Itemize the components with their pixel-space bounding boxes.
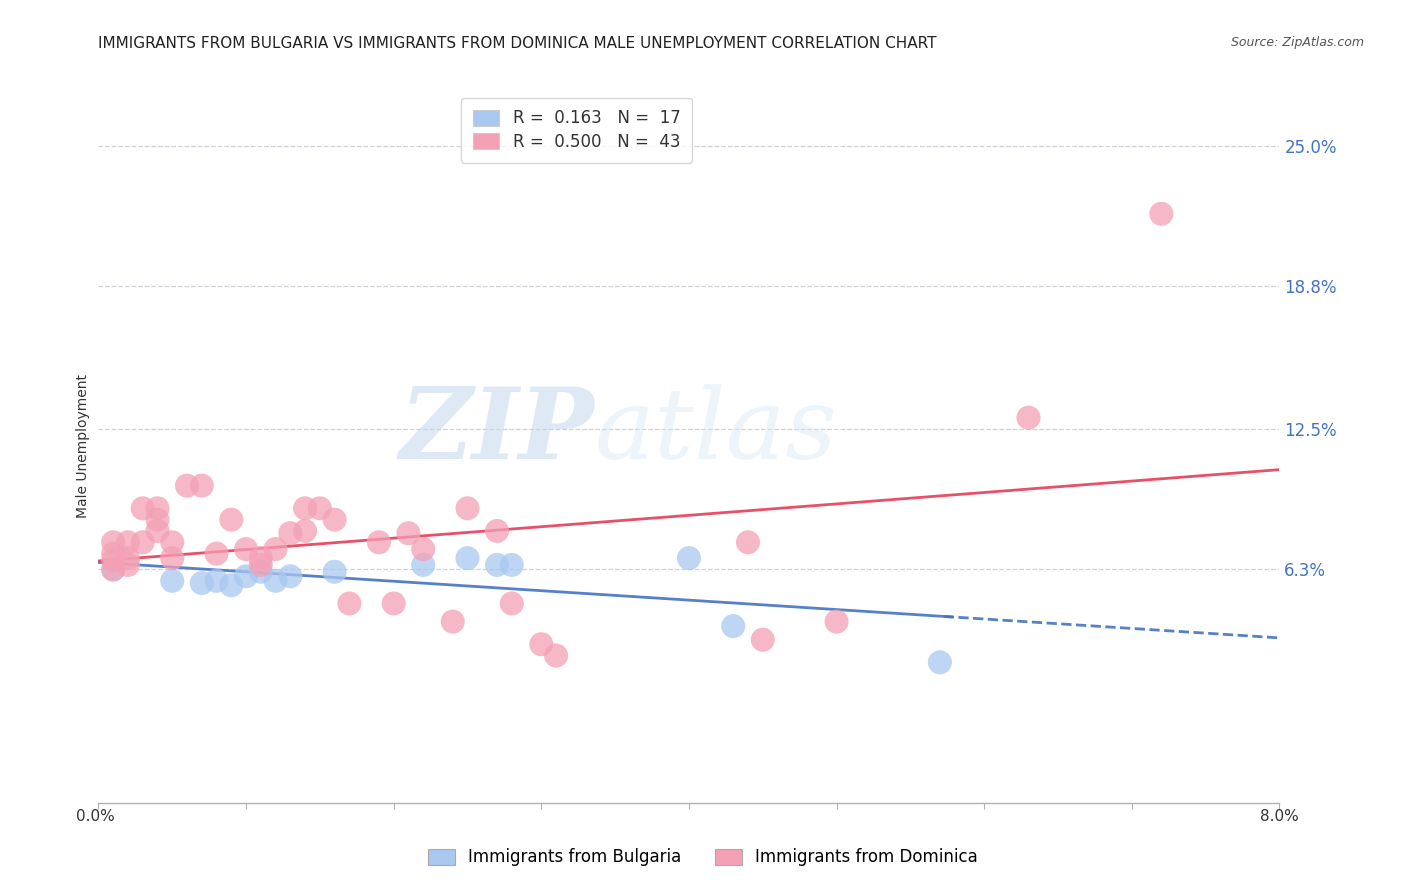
Point	[412, 558, 434, 572]
Point	[323, 565, 346, 579]
Text: Source: ZipAtlas.com: Source: ZipAtlas.com	[1230, 36, 1364, 49]
Point	[146, 513, 169, 527]
Point	[737, 535, 759, 549]
Point	[176, 478, 198, 492]
Point	[264, 574, 287, 588]
Point	[1150, 207, 1173, 221]
Point	[250, 551, 273, 566]
Point	[721, 619, 744, 633]
Point	[412, 542, 434, 557]
Point	[264, 542, 287, 557]
Point	[117, 551, 139, 566]
Point	[1017, 410, 1039, 425]
Point	[103, 562, 125, 576]
Point	[235, 542, 257, 557]
Point	[456, 501, 478, 516]
Point	[530, 637, 553, 651]
Point	[250, 565, 273, 579]
Point	[117, 558, 139, 572]
Point	[294, 501, 316, 516]
Point	[501, 597, 523, 611]
Point	[162, 574, 183, 588]
Point	[441, 615, 464, 629]
Text: 0.0%: 0.0%	[76, 809, 115, 823]
Legend: R =  0.163   N =  17, R =  0.500   N =  43: R = 0.163 N = 17, R = 0.500 N = 43	[461, 97, 692, 162]
Point	[219, 578, 242, 592]
Point	[367, 535, 389, 549]
Point	[928, 656, 950, 670]
Point	[278, 569, 302, 583]
Point	[132, 535, 155, 549]
Point	[146, 501, 169, 516]
Text: ZIP: ZIP	[399, 384, 595, 480]
Point	[219, 513, 242, 527]
Point	[103, 562, 125, 576]
Legend: Immigrants from Bulgaria, Immigrants from Dominica: Immigrants from Bulgaria, Immigrants fro…	[420, 840, 986, 875]
Point	[294, 524, 316, 538]
Point	[308, 501, 332, 516]
Point	[132, 501, 155, 516]
Text: 8.0%: 8.0%	[1260, 809, 1299, 823]
Point	[825, 615, 848, 629]
Text: IMMIGRANTS FROM BULGARIA VS IMMIGRANTS FROM DOMINICA MALE UNEMPLOYMENT CORRELATI: IMMIGRANTS FROM BULGARIA VS IMMIGRANTS F…	[98, 36, 936, 51]
Point	[337, 597, 360, 611]
Point	[546, 648, 568, 663]
Point	[103, 535, 125, 549]
Point	[191, 576, 214, 591]
Point	[323, 513, 346, 527]
Y-axis label: Male Unemployment: Male Unemployment	[76, 374, 90, 518]
Point	[278, 526, 302, 541]
Point	[162, 535, 183, 549]
Point	[485, 524, 508, 538]
Point	[235, 569, 257, 583]
Text: atlas: atlas	[595, 384, 837, 479]
Point	[501, 558, 523, 572]
Point	[103, 553, 125, 567]
Point	[103, 547, 125, 561]
Point	[485, 558, 508, 572]
Point	[117, 535, 139, 549]
Point	[396, 526, 419, 541]
Point	[678, 551, 700, 566]
Point	[250, 558, 273, 572]
Point	[456, 551, 478, 566]
Point	[205, 574, 228, 588]
Point	[191, 478, 214, 492]
Point	[382, 597, 405, 611]
Point	[751, 632, 773, 647]
Point	[146, 524, 169, 538]
Point	[162, 551, 183, 566]
Point	[205, 547, 228, 561]
